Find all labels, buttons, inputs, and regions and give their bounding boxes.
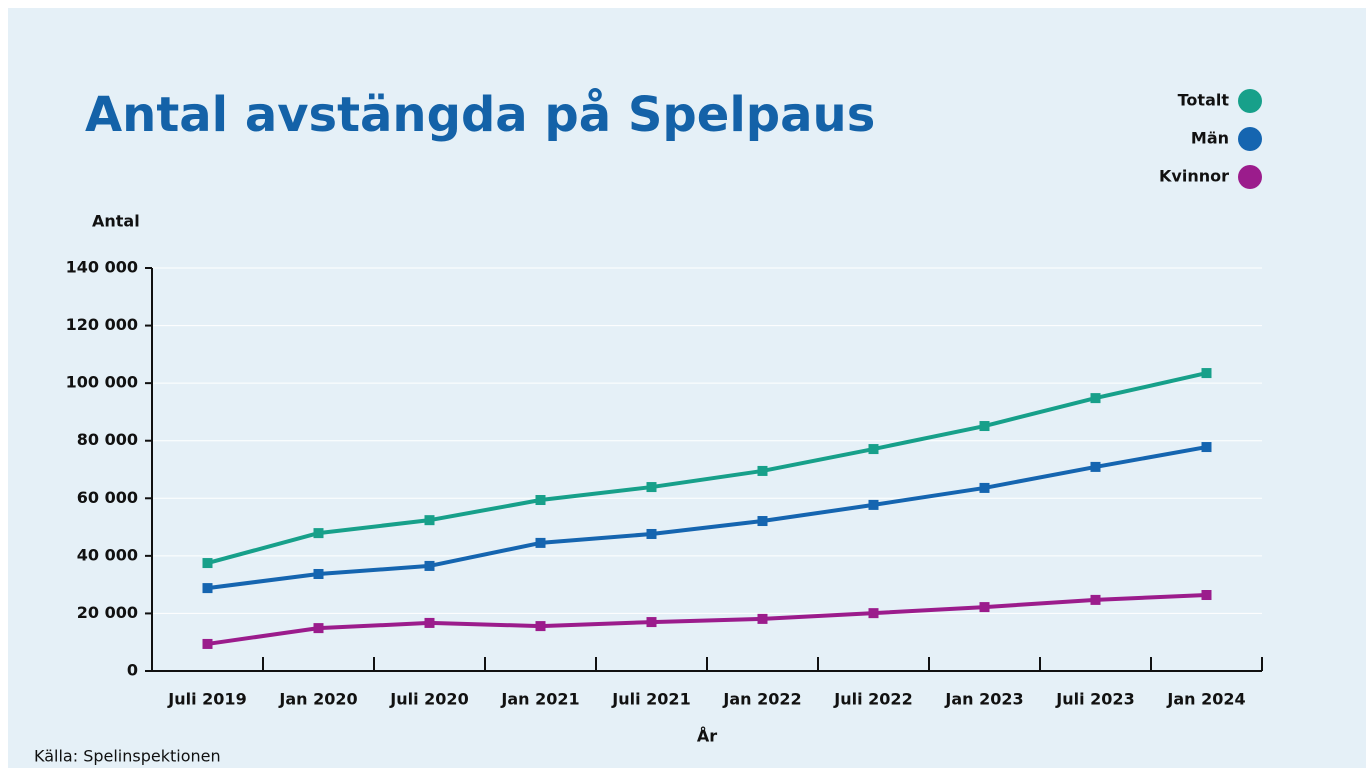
y-axis-title: Antal	[92, 212, 140, 231]
line-0	[206, 371, 1207, 565]
point	[757, 465, 768, 476]
legend-label: Män	[1191, 129, 1229, 148]
point	[757, 516, 768, 527]
y-tick-label: 20 000	[77, 603, 138, 622]
point	[535, 495, 546, 506]
legend-label: Kvinnor	[1159, 167, 1229, 186]
point	[535, 621, 546, 632]
point	[868, 608, 879, 619]
point	[313, 528, 324, 539]
line-2	[207, 593, 1207, 646]
x-tick-label: Juli 2019	[167, 690, 246, 709]
legend-label: Totalt	[1178, 91, 1230, 110]
x-tick-label: Jan 2021	[500, 690, 579, 709]
x-tick-label: Jan 2024	[1166, 690, 1245, 709]
point	[1201, 590, 1212, 601]
x-tick-label: Juli 2023	[1055, 690, 1134, 709]
point	[202, 638, 213, 649]
y-tick-label: 120 000	[66, 315, 138, 334]
legend-swatch	[1238, 89, 1262, 113]
point	[313, 623, 324, 634]
line-1	[207, 445, 1207, 591]
x-tick-label: Jan 2020	[278, 690, 357, 709]
point	[646, 617, 657, 628]
point	[1090, 594, 1101, 605]
point	[1201, 368, 1212, 379]
point	[1090, 461, 1101, 472]
point	[424, 617, 435, 628]
point	[979, 602, 990, 613]
y-tick-label: 0	[127, 661, 138, 680]
x-tick-label: Juli 2020	[389, 690, 468, 709]
y-tick-label: 60 000	[77, 488, 138, 507]
x-tick-label: Juli 2022	[833, 690, 912, 709]
point	[202, 558, 213, 569]
x-tick-label: Jan 2022	[722, 690, 801, 709]
point	[646, 528, 657, 539]
y-tick-label: 80 000	[77, 430, 138, 449]
point	[979, 421, 990, 432]
point	[979, 482, 990, 493]
point	[646, 482, 657, 493]
source: Källa: Spelinspektionen	[34, 747, 221, 766]
point	[757, 613, 768, 624]
point	[1201, 442, 1212, 453]
point	[313, 568, 324, 579]
legend-swatch	[1238, 127, 1262, 151]
y-tick-label: 100 000	[66, 373, 138, 392]
legend-swatch	[1238, 165, 1262, 189]
point	[868, 499, 879, 510]
point	[1090, 393, 1101, 404]
x-axis-title: År	[697, 727, 717, 746]
point	[424, 560, 435, 571]
point	[202, 583, 213, 594]
point	[535, 537, 546, 548]
x-tick-label: Juli 2021	[611, 690, 690, 709]
chart-title: Antal avstängda på Spelpaus	[85, 87, 875, 143]
x-tick-label: Jan 2023	[944, 690, 1023, 709]
point	[868, 444, 879, 455]
y-tick-label: 40 000	[77, 545, 138, 564]
point	[424, 515, 435, 526]
y-tick-label: 140 000	[66, 258, 138, 277]
